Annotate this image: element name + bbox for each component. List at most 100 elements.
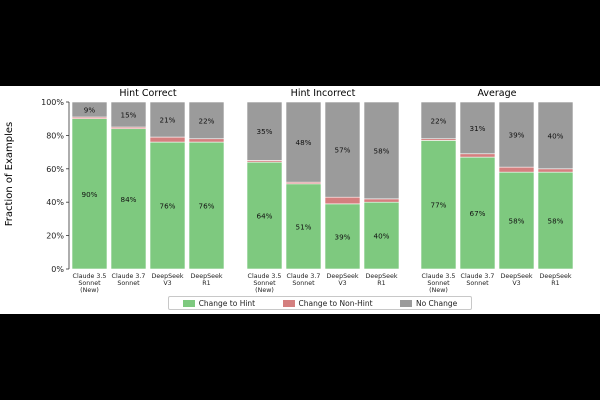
legend-label-change-to-non-hint: Change to Non-Hint [298, 298, 373, 308]
category-label-line: (New) [429, 287, 448, 294]
bar-segment-no-change [420, 101, 457, 140]
category-label-line: Claude 3.5 [248, 273, 282, 280]
data-label-no-change: 9% [84, 106, 96, 115]
category-label-line: (New) [255, 287, 274, 294]
category-label: DeepSeek V3 [152, 273, 184, 287]
chart-legend: Change to Hint Change to Non-Hint No Cha… [168, 296, 472, 310]
category-label: DeepSeek V3 [327, 273, 359, 287]
data-label-change-to-hint: 76% [160, 202, 176, 211]
bar-segment-change-to-hint [459, 156, 496, 270]
bar-segment-change-to-non-hint [537, 168, 574, 173]
panel-title: Average [477, 88, 516, 99]
category-label-line: DeepSeek [501, 273, 533, 280]
data-label-change-to-hint: 64% [257, 212, 273, 221]
category-label: Claude 3.7 Sonnet [112, 273, 146, 287]
data-label-change-to-hint: 67% [470, 209, 486, 218]
y-axis-ticks: 0% 20% 40% 60% 80% 100% [41, 98, 70, 274]
category-label: Claude 3.5 Sonnet (New) [248, 273, 282, 294]
legend-label-change-to-hint: Change to Hint [198, 298, 256, 308]
category-label-line: Sonnet [466, 280, 489, 287]
category-label-line: DeepSeek [152, 273, 184, 280]
data-label-change-to-hint: 84% [121, 195, 137, 204]
category-label: DeepSeek R1 [366, 273, 398, 287]
bar-segment-no-change [285, 101, 322, 183]
category-label: Claude 3.5 Sonnet (New) [73, 273, 107, 294]
bar-segment-change-to-non-hint [149, 136, 186, 143]
data-label-no-change: 22% [431, 116, 447, 125]
category-label-line: V3 [338, 280, 346, 287]
category-label-line: Sonnet [427, 280, 450, 287]
data-label-no-change: 48% [296, 138, 312, 147]
chart-figure: Fraction of Examples 0% 20% 40% 60% 80% 100% … [0, 86, 600, 314]
data-label-no-change: 35% [257, 127, 273, 136]
category-label-line: Claude 3.5 [422, 273, 456, 280]
bar-segment-no-change [149, 101, 186, 138]
legend-label-no-change: No Change [415, 298, 458, 308]
category-label-line: Sonnet [117, 280, 140, 287]
bar-segment-change-to-hint [285, 183, 322, 270]
category-label-line: Claude 3.7 [461, 273, 495, 280]
bar-segment-change-to-non-hint [324, 196, 361, 205]
category-label-line: DeepSeek [540, 273, 572, 280]
data-label-change-to-hint: 90% [82, 190, 98, 199]
category-label-line: R1 [202, 280, 210, 287]
data-label-no-change: 15% [121, 111, 137, 120]
category-label-line: (New) [80, 287, 99, 294]
y-tick-label: 60% [46, 165, 64, 174]
data-label-change-to-hint: 58% [509, 217, 525, 226]
bar-segment-no-change [71, 101, 108, 118]
bar-segment-change-to-non-hint [459, 153, 496, 158]
category-label: DeepSeek R1 [540, 273, 572, 287]
category-label-line: V3 [163, 280, 171, 287]
data-label-change-to-hint: 51% [296, 222, 312, 231]
data-label-no-change: 57% [335, 146, 351, 155]
data-label-change-to-hint: 76% [199, 202, 215, 211]
data-label-change-to-hint: 77% [431, 201, 447, 210]
bar-segment-change-to-hint [537, 171, 574, 270]
bar-segment-change-to-non-hint [363, 198, 400, 203]
bar-segment-change-to-hint [246, 161, 283, 270]
category-label-line: Claude 3.7 [287, 273, 321, 280]
bar-segment-no-change [498, 101, 535, 168]
bar-segment-no-change [459, 101, 496, 155]
category-label-line: DeepSeek [327, 273, 359, 280]
legend-swatch-change-to-non-hint [282, 299, 295, 307]
panel-title: Hint Incorrect [291, 88, 356, 99]
category-label-line: DeepSeek [191, 273, 223, 280]
category-label-line: Sonnet [292, 280, 315, 287]
legend-entry-no-change: No Change [399, 298, 458, 308]
legend-entry-change-to-hint: Change to Hint [182, 298, 256, 308]
category-label-line: DeepSeek [366, 273, 398, 280]
legend-swatch-no-change [399, 299, 412, 307]
bar-segment-change-to-hint [149, 141, 186, 270]
category-label-line: Claude 3.5 [73, 273, 107, 280]
y-tick-label: 80% [46, 131, 64, 140]
category-label-line: Claude 3.7 [112, 273, 146, 280]
bar-segment-change-to-non-hint [498, 166, 535, 173]
category-label: Claude 3.7 Sonnet [461, 273, 495, 287]
y-tick-label: 40% [46, 198, 64, 207]
bar-segment-no-change [363, 101, 400, 200]
category-label-line: Sonnet [253, 280, 276, 287]
data-label-no-change: 40% [548, 131, 564, 140]
legend-swatch-change-to-hint [182, 299, 195, 307]
category-label-line: V3 [512, 280, 520, 287]
y-tick-label: 0% [51, 265, 64, 274]
y-tick-label: 100% [41, 98, 64, 107]
data-label-change-to-hint: 40% [374, 232, 390, 241]
bar-segment-change-to-hint [110, 128, 147, 270]
stacked-bar-chart: Fraction of Examples 0%20%40%60%80%100% … [4, 88, 574, 294]
category-label-line: Sonnet [78, 280, 101, 287]
bar-segment-no-change [110, 101, 147, 128]
bar-segment-no-change [188, 101, 225, 140]
y-axis-label: Fraction of Examples [4, 122, 15, 227]
bar-segment-no-change [246, 101, 283, 161]
data-label-no-change: 31% [470, 124, 486, 133]
bar-segment-no-change [324, 101, 361, 198]
y-tick-label: 20% [46, 232, 64, 241]
bar-segment-change-to-hint [71, 118, 108, 270]
category-label-line: R1 [377, 280, 385, 287]
